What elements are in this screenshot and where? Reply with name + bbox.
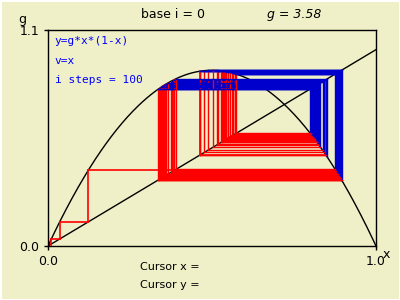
Text: i steps = 100: i steps = 100	[54, 75, 142, 85]
Text: Cursor x =: Cursor x =	[140, 262, 200, 272]
Text: x: x	[382, 248, 390, 261]
Text: g: g	[18, 13, 26, 26]
Text: v=x: v=x	[54, 56, 75, 66]
Text: Cursor y =: Cursor y =	[140, 280, 200, 290]
Text: base i = 0: base i = 0	[141, 8, 205, 21]
Text: g = 3.58: g = 3.58	[267, 8, 321, 21]
Text: y=g*x*(1-x): y=g*x*(1-x)	[54, 37, 129, 46]
